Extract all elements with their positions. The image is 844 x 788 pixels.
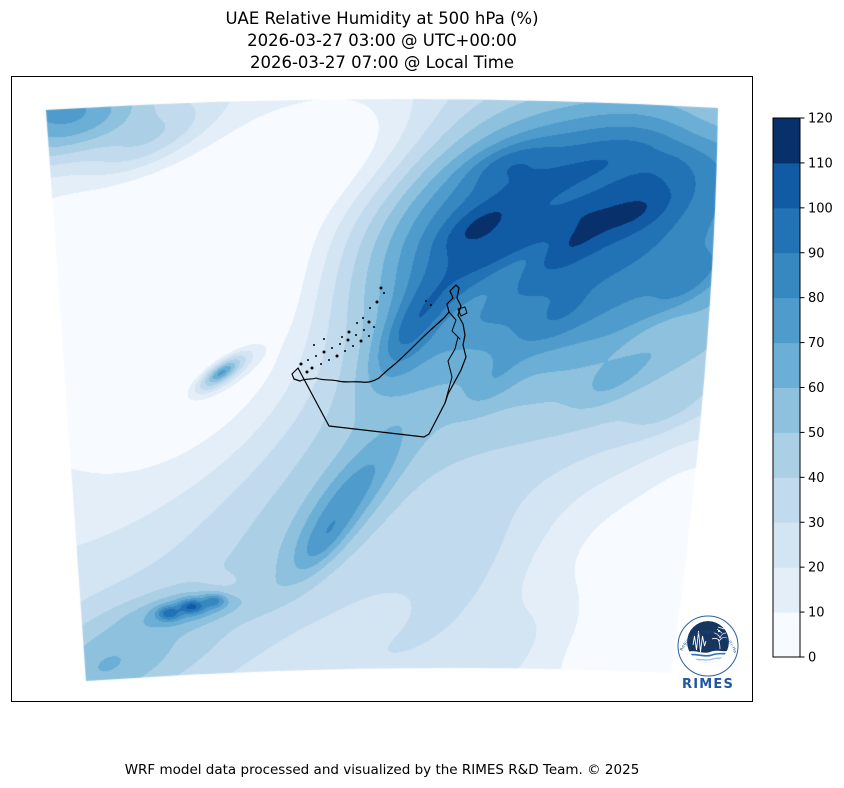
colorbar-tick-label: 60 xyxy=(808,381,825,396)
colorbar-segment xyxy=(773,252,800,299)
colorbar-tick-label: 120 xyxy=(808,112,833,127)
seismogram-icon xyxy=(692,630,707,653)
colorbar-tick-label: 50 xyxy=(808,426,825,441)
colorbar-segment xyxy=(773,162,800,209)
colorbar-tick-label: 30 xyxy=(808,516,825,531)
colorbar-segment xyxy=(773,432,800,478)
rimes-logo-text: RIMES xyxy=(682,677,734,692)
title-line-1: UAE Relative Humidity at 500 hPa (%) xyxy=(225,9,539,28)
colorbar-tick-label: 40 xyxy=(808,471,825,486)
title-line-2: 2026-03-27 03:00 @ UTC+00:00 xyxy=(247,31,517,50)
colorbar-segment xyxy=(773,567,800,613)
colorbar-tick-label: 20 xyxy=(808,561,825,576)
colorbar-tick-label: 110 xyxy=(808,156,833,171)
colorbar: 0 10 20 30 40 50 60 70 80 90 100 110 120 xyxy=(772,112,833,666)
satellite-palm-icon xyxy=(711,626,728,650)
colorbar-tick-label: 100 xyxy=(808,201,833,216)
figure-title: UAE Relative Humidity at 500 hPa (%) 202… xyxy=(0,8,764,74)
title-line-3: 2026-03-27 07:00 @ Local Time xyxy=(249,53,515,72)
colorbar-tick-label: 80 xyxy=(808,291,825,306)
footer-credit: WRF model data processed and visualized … xyxy=(124,762,640,778)
colorbar-tick-label: 70 xyxy=(808,336,825,351)
colorbar-segment xyxy=(773,118,800,164)
rimes-logo: Regional Integrated Multi-Hazard Early W… xyxy=(672,609,739,692)
colorbar-segment xyxy=(773,342,800,388)
colorbar-tick-label: 10 xyxy=(808,606,825,621)
colorbar-segment xyxy=(773,387,800,433)
colorbar-segment xyxy=(773,477,800,523)
map-axes xyxy=(11,76,753,702)
humidity-field-canvas xyxy=(12,77,752,701)
colorbar-segment xyxy=(773,612,800,658)
colorbar-segment xyxy=(773,207,800,254)
colorbar-tick-label: 0 xyxy=(808,651,816,666)
colorbar-segment xyxy=(773,297,800,344)
colorbar-segment xyxy=(773,522,800,568)
colorbar-tick-label: 90 xyxy=(808,246,825,261)
